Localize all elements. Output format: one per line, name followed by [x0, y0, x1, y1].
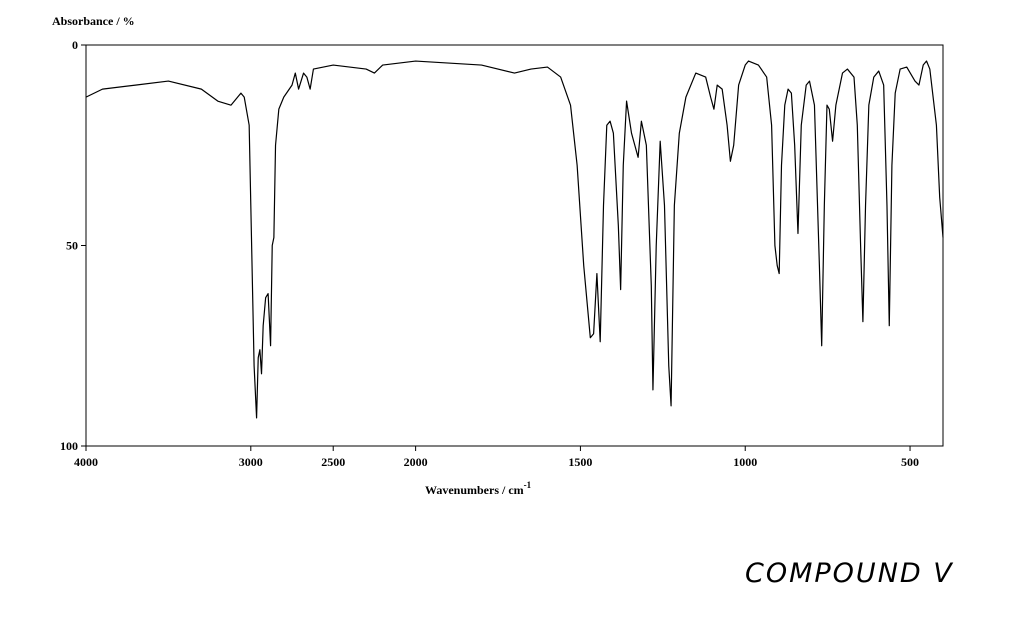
x-tick-label: 4000 [74, 455, 98, 469]
x-tick-label: 2000 [404, 455, 428, 469]
spectrum-line [85, 60, 944, 419]
x-tick-label: 1000 [733, 455, 757, 469]
annotation: COMPOUND V [745, 558, 954, 589]
x-tick-label: 2500 [321, 455, 345, 469]
x-axis-title-superscript: -1 [524, 480, 532, 490]
x-tick-label: 500 [901, 455, 919, 469]
y-axis-title: Absorbance / % [52, 14, 135, 28]
x-tick-label: 1500 [568, 455, 592, 469]
y-tick-label: 0 [72, 38, 78, 52]
y-tick-label: 100 [60, 439, 78, 453]
x-tick-label: 3000 [239, 455, 263, 469]
x-axis-title: Wavenumbers / cm-1 [425, 480, 532, 497]
x-axis-title-main: Wavenumbers / cm [425, 483, 524, 497]
y-tick-label: 50 [66, 239, 78, 253]
